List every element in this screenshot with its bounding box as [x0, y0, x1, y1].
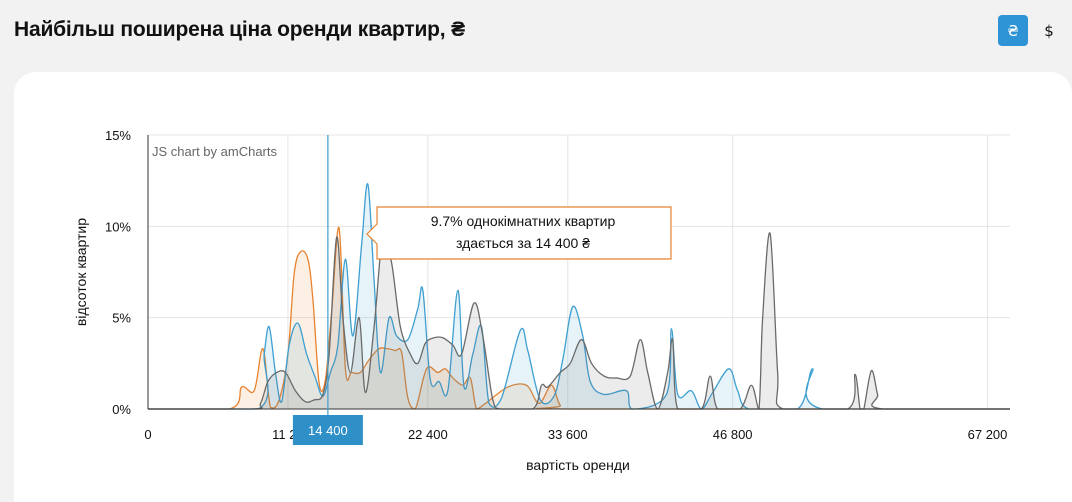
tooltip-line-1: 9.7% однокімнатних квартир	[431, 213, 616, 229]
chart-credit[interactable]: JS chart by amCharts	[152, 144, 277, 159]
chart-card	[14, 72, 1072, 502]
cursor-label: 14 400	[308, 423, 348, 438]
x-axis-title: вартість оренди	[526, 457, 630, 473]
chart-axes	[147, 135, 1010, 410]
x-tick-label: 67 200	[968, 427, 1008, 442]
currency-switch: ₴ $	[998, 15, 1064, 46]
x-tick-label: 22 400	[408, 427, 448, 442]
page-title: Найбільш поширена ціна оренди квартир, ₴	[14, 18, 465, 41]
rent-price-chart[interactable]: 0%5%10%15%0 11 20 22 400 33 600 46 800 67 200…	[0, 0, 1072, 484]
cursor-label-bg	[292, 415, 363, 445]
x-tick-label: 33 600	[548, 427, 588, 442]
y-tick-label: 0%	[112, 402, 131, 417]
y-tick-label: 15%	[105, 128, 131, 143]
tick-labels: 0%5%10%15%0 11 20 22 400 33 600 46 800 67 200	[105, 128, 1007, 442]
chart-cursor: 14 400	[292, 135, 363, 445]
currency-uah-button[interactable]: ₴	[998, 15, 1028, 46]
series-area-1	[148, 183, 1010, 409]
series-area-2	[148, 232, 1010, 409]
currency-usd-button[interactable]: $	[1044, 21, 1054, 40]
series-line-2	[148, 232, 1010, 410]
chart-tooltip: 9.7% однокімнатних квартир здається за 1…	[366, 206, 672, 260]
series-layer	[148, 183, 1010, 410]
y-axis-title: відсоток квартир	[73, 218, 89, 326]
x-tick-label: 46 800	[713, 427, 753, 442]
series-line-1	[148, 183, 1010, 410]
tooltip-box	[366, 206, 672, 260]
y-tick-label: 10%	[105, 219, 131, 234]
tooltip-line-2: здається за 14 400 ₴	[456, 235, 590, 251]
y-tick-label: 5%	[112, 311, 131, 326]
x-tick-label: 0	[144, 427, 151, 442]
